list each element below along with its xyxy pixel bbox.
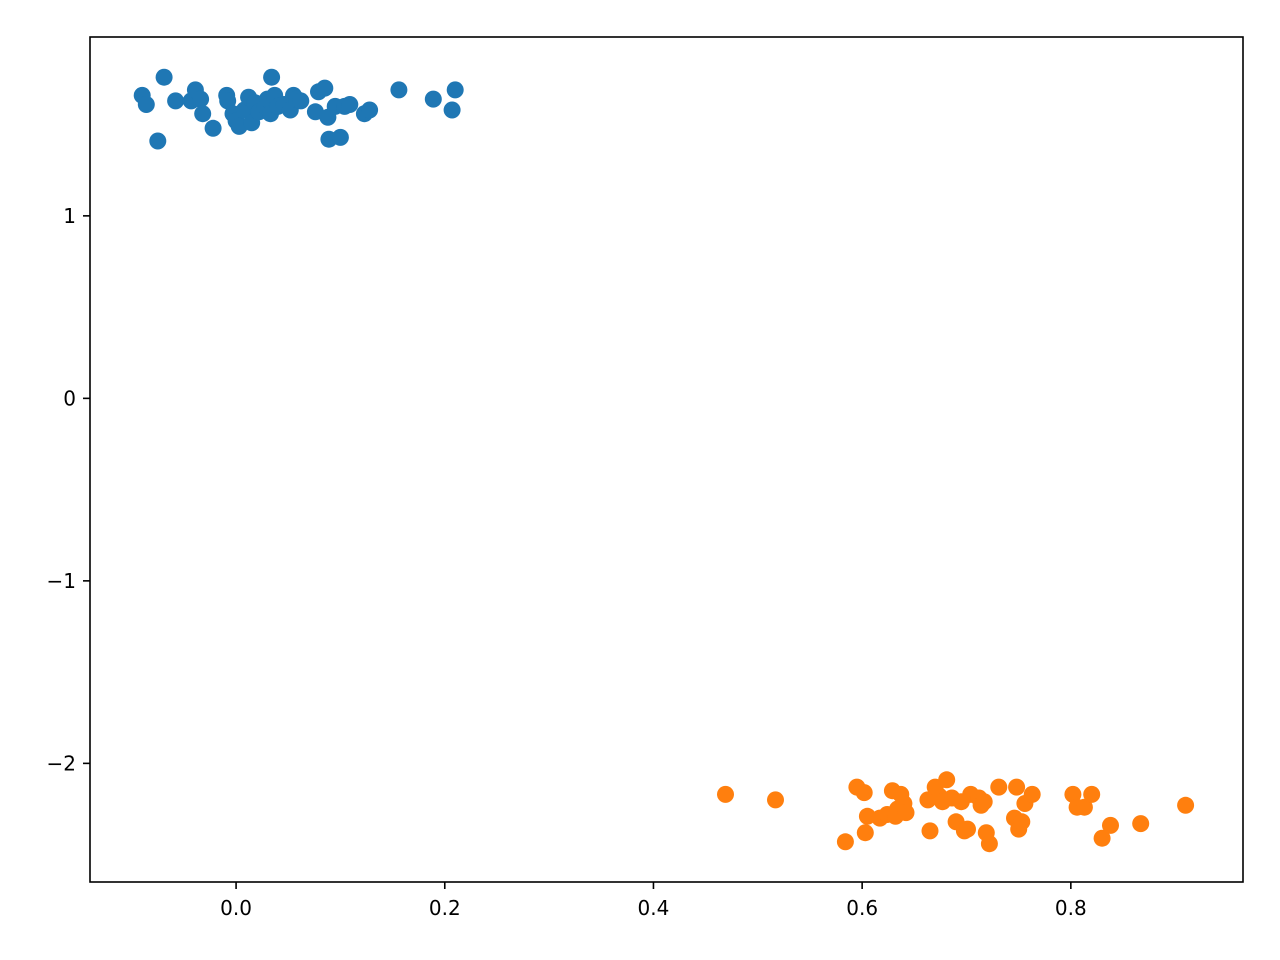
data-point (331, 128, 349, 146)
data-point (767, 791, 784, 809)
data-point (1064, 785, 1082, 803)
data-point (717, 785, 734, 803)
x-tick-label: 0.6 (846, 896, 878, 920)
data-point (316, 79, 334, 97)
data-point (446, 81, 464, 99)
data-point (192, 90, 210, 108)
x-axis: 0.0 0.2 0.4 0.6 0.8 (220, 882, 1087, 920)
data-point (1008, 778, 1026, 796)
data-point (1177, 796, 1195, 814)
data-point (155, 68, 173, 86)
data-point (1132, 815, 1150, 833)
data-point (263, 68, 281, 86)
data-point (975, 793, 993, 811)
data-point (443, 101, 461, 119)
data-point (858, 807, 876, 825)
data-point (424, 90, 442, 108)
data-point (855, 784, 873, 802)
data-point (990, 778, 1008, 796)
y-tick-label: −2 (47, 751, 76, 775)
series-1 (133, 68, 464, 150)
data-point (1093, 829, 1111, 847)
data-point (1075, 798, 1093, 816)
x-tick-label: 0.4 (638, 896, 670, 920)
data-point (361, 101, 379, 119)
series-2 (717, 771, 1195, 853)
data-point (137, 96, 155, 113)
data-point (149, 132, 167, 150)
x-tick-label: 0.0 (220, 896, 252, 920)
points-layer (133, 68, 1195, 853)
data-point (341, 96, 359, 113)
data-point (897, 804, 915, 822)
plot-area-frame (89, 36, 1244, 883)
y-tick-label: 0 (63, 386, 76, 410)
x-tick-label: 0.2 (429, 896, 461, 920)
data-point (167, 92, 185, 110)
data-point (219, 92, 237, 110)
y-axis: 1 0 −1 −2 (47, 204, 90, 775)
data-point (204, 119, 222, 137)
data-point (194, 105, 212, 123)
data-point (938, 771, 956, 789)
data-point (1013, 813, 1031, 831)
data-point (856, 824, 874, 842)
data-point (292, 92, 310, 110)
data-point (1102, 816, 1119, 834)
data-point (1083, 785, 1101, 803)
data-point (980, 835, 998, 853)
data-point (1023, 785, 1041, 803)
x-tick-label: 0.8 (1055, 896, 1087, 920)
y-tick-label: −1 (47, 569, 76, 593)
data-point (836, 833, 854, 851)
data-point (921, 822, 939, 840)
y-tick-label: 1 (63, 204, 76, 228)
data-point (390, 81, 408, 99)
data-point (959, 820, 976, 838)
